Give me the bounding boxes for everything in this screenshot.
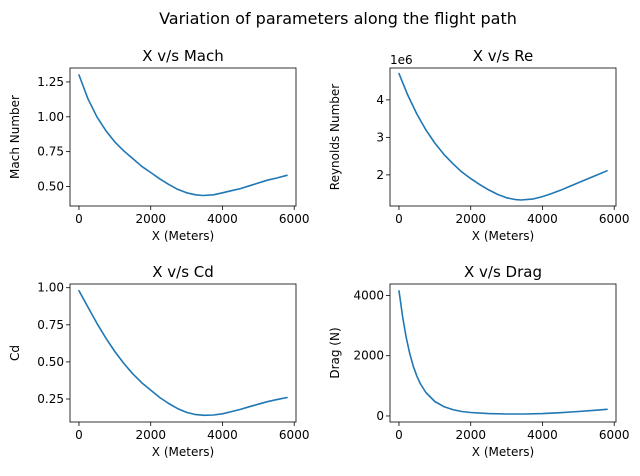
axes-frame <box>389 67 617 207</box>
x-tick-label: 2000 <box>455 212 486 226</box>
x-tick-label: 4000 <box>527 212 558 226</box>
subplot-cd: 0 2000 4000 6000 0.25 0.50 0.75 1.00 X v/s Cd X (… <box>8 263 309 459</box>
figure-suptitle: Variation of parameters along the flight… <box>159 9 517 28</box>
subplot-mach: 0 2000 4000 6000 0.50 0.75 1.00 1.25 X v/s Mach X… <box>8 47 309 243</box>
series-line <box>78 74 288 197</box>
series-line <box>398 290 608 415</box>
y-tick-label: 0.25 <box>37 392 64 406</box>
y-tick-label: 2000 <box>353 349 384 363</box>
x-axis-label: X (Meters) <box>472 229 534 243</box>
subplot-drag: 0 2000 4000 6000 0 2000 4000 X v/s Drag X (Meter… <box>328 263 629 459</box>
y-tick-label: 3 <box>376 130 384 144</box>
y-tick-label: 2 <box>376 168 384 182</box>
y-tick-label: 0.75 <box>37 318 64 332</box>
x-tick-label: 2000 <box>135 428 166 442</box>
y-tick-label: 1.00 <box>37 281 64 295</box>
axes-frame <box>69 283 297 423</box>
y-axis-label: Reynolds Number <box>328 84 342 191</box>
x-tick-label: 6000 <box>599 212 630 226</box>
y-tick-label: 1.25 <box>37 75 64 89</box>
x-tick-label: 4000 <box>207 428 238 442</box>
subplot-title: X v/s Drag <box>464 263 542 281</box>
y-tick-label: 4 <box>376 93 384 107</box>
x-tick-label: 2000 <box>135 212 166 226</box>
subplot-title: X v/s Mach <box>142 47 223 65</box>
y-tick-label: 4000 <box>353 288 384 302</box>
subplot-title: X v/s Re <box>473 47 534 65</box>
x-tick-label: 0 <box>75 428 83 442</box>
x-tick-label: 0 <box>395 212 403 226</box>
axes-frame <box>389 283 617 423</box>
y-tick-label: 0.50 <box>37 179 64 193</box>
subplot-title: X v/s Cd <box>152 263 214 281</box>
series-line <box>398 72 608 201</box>
x-tick-label: 6000 <box>279 212 310 226</box>
y-axis-label: Mach Number <box>8 95 22 179</box>
y-offset-label: 1e6 <box>390 53 413 67</box>
y-tick-label: 0.75 <box>37 145 64 159</box>
y-axis-label: Drag (N) <box>328 327 342 378</box>
x-tick-label: 0 <box>75 212 83 226</box>
x-tick-label: 4000 <box>527 428 558 442</box>
y-tick-label: 0.50 <box>37 355 64 369</box>
y-tick-label: 1.00 <box>37 110 64 124</box>
x-tick-label: 6000 <box>599 428 630 442</box>
x-axis-label: X (Meters) <box>152 445 214 459</box>
y-tick-label: 0 <box>376 409 384 423</box>
x-axis-label: X (Meters) <box>472 445 534 459</box>
series-line <box>78 289 288 417</box>
x-tick-label: 6000 <box>279 428 310 442</box>
y-axis-label: Cd <box>8 345 22 361</box>
x-tick-label: 4000 <box>207 212 238 226</box>
x-tick-label: 2000 <box>455 428 486 442</box>
axes-frame <box>69 67 297 207</box>
x-axis-label: X (Meters) <box>152 229 214 243</box>
x-tick-label: 0 <box>395 428 403 442</box>
subplot-reynolds: 0 2000 4000 6000 2 3 4 X v/s Re X (Meters) Reynol… <box>328 47 629 243</box>
